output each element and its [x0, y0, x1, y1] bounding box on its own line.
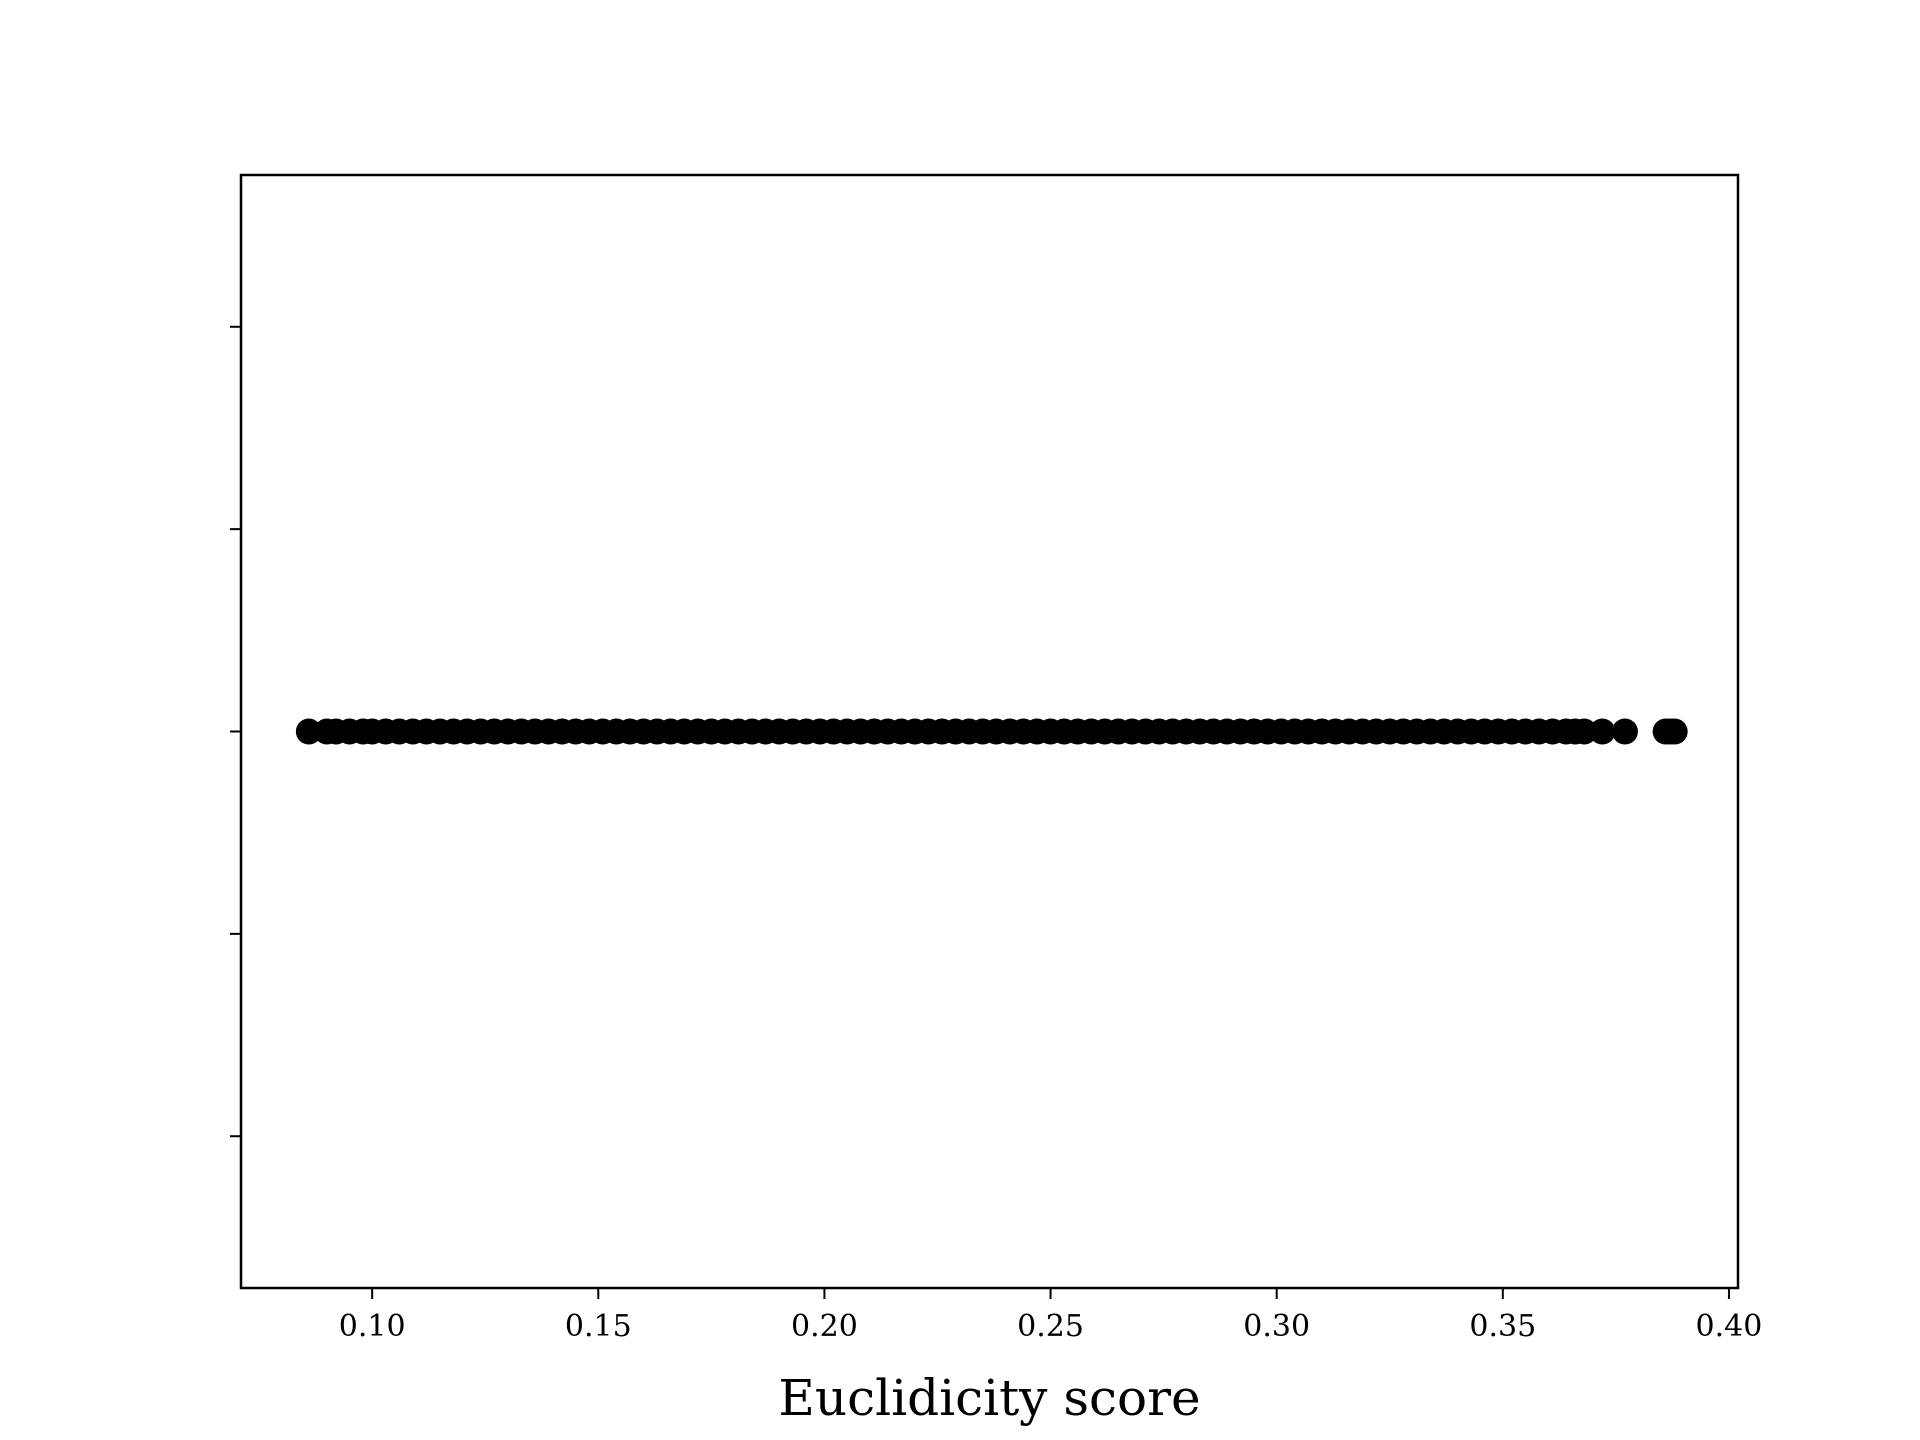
data-point: [295, 718, 322, 745]
data-point: [1589, 718, 1616, 745]
data-points: [295, 718, 1688, 745]
x-tick-label: 0.25: [1017, 1309, 1084, 1344]
data-point: [1571, 718, 1598, 745]
x-tick-label: 0.10: [339, 1309, 406, 1344]
data-point: [1611, 718, 1638, 745]
x-axis-title: Euclidicity score: [778, 1369, 1200, 1427]
x-tick-label: 0.30: [1243, 1309, 1310, 1344]
x-tick-label: 0.40: [1696, 1309, 1763, 1344]
x-tick-label: 0.20: [791, 1309, 858, 1344]
y-axis: [230, 325, 241, 1138]
data-point: [1661, 718, 1688, 745]
x-tick-label: 0.15: [565, 1309, 632, 1344]
x-tick-label: 0.35: [1469, 1309, 1536, 1344]
x-axis: 0.10 0.15 0.20 0.25 0.30 0.35 0.40: [339, 1288, 1763, 1344]
